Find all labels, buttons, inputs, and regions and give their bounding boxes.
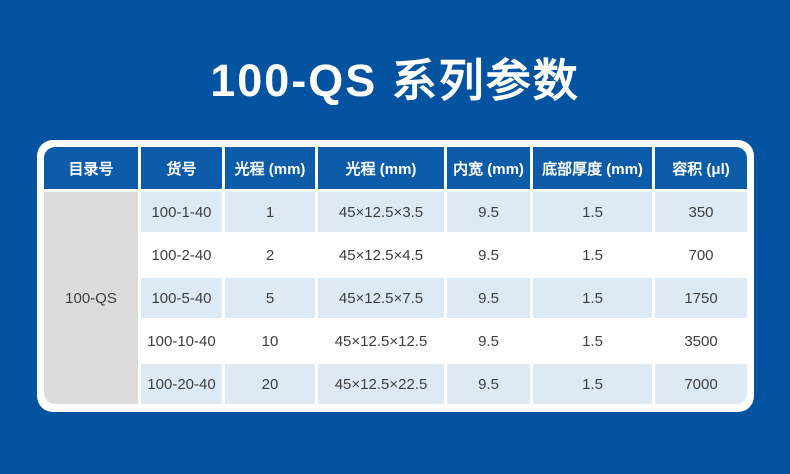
inner-width-cell: 9.5: [447, 321, 530, 361]
volume-cell: 1750: [655, 278, 747, 318]
col-header-inner-width: 内宽 (mm): [447, 147, 530, 189]
col-header-light-path: 光程 (mm): [225, 147, 315, 189]
light-path-cell: 1: [225, 192, 315, 232]
table-row: 100-10-40 10 45×12.5×12.5 9.5 1.5 3500: [44, 321, 747, 361]
col-header-sku: 货号: [141, 147, 222, 189]
col-header-catalog: 目录号: [44, 147, 138, 189]
volume-cell: 350: [655, 192, 747, 232]
bottom-thickness-cell: 1.5: [533, 192, 652, 232]
dimensions-cell: 45×12.5×4.5: [318, 235, 444, 275]
sku-cell: 100-20-40: [141, 364, 222, 404]
volume-cell: 3500: [655, 321, 747, 361]
spec-table: 目录号 货号 光程 (mm) 光程 (mm) 内宽 (mm) 底部厚度 (mm)…: [41, 144, 750, 407]
sku-cell: 100-2-40: [141, 235, 222, 275]
bottom-thickness-cell: 1.5: [533, 278, 652, 318]
light-path-cell: 2: [225, 235, 315, 275]
col-header-bottom-thickness: 底部厚度 (mm): [533, 147, 652, 189]
bottom-thickness-cell: 1.5: [533, 364, 652, 404]
catalog-cell: 100-QS: [44, 192, 138, 404]
light-path-cell: 20: [225, 364, 315, 404]
inner-width-cell: 9.5: [447, 364, 530, 404]
col-header-volume: 容积 (μl): [655, 147, 747, 189]
inner-width-cell: 9.5: [447, 192, 530, 232]
header-row: 目录号 货号 光程 (mm) 光程 (mm) 内宽 (mm) 底部厚度 (mm)…: [44, 147, 747, 189]
parameters-table: 目录号 货号 光程 (mm) 光程 (mm) 内宽 (mm) 底部厚度 (mm)…: [37, 140, 754, 412]
volume-cell: 700: [655, 235, 747, 275]
col-header-dimensions: 光程 (mm): [318, 147, 444, 189]
dimensions-cell: 45×12.5×3.5: [318, 192, 444, 232]
inner-width-cell: 9.5: [447, 278, 530, 318]
inner-width-cell: 9.5: [447, 235, 530, 275]
bottom-thickness-cell: 1.5: [533, 321, 652, 361]
light-path-cell: 10: [225, 321, 315, 361]
table-row: 100-2-40 2 45×12.5×4.5 9.5 1.5 700: [44, 235, 747, 275]
light-path-cell: 5: [225, 278, 315, 318]
dimensions-cell: 45×12.5×12.5: [318, 321, 444, 361]
table-row: 100-5-40 5 45×12.5×7.5 9.5 1.5 1750: [44, 278, 747, 318]
sku-cell: 100-1-40: [141, 192, 222, 232]
dimensions-cell: 45×12.5×7.5: [318, 278, 444, 318]
table-row: 100-20-40 20 45×12.5×22.5 9.5 1.5 7000: [44, 364, 747, 404]
sku-cell: 100-5-40: [141, 278, 222, 318]
volume-cell: 7000: [655, 364, 747, 404]
dimensions-cell: 45×12.5×22.5: [318, 364, 444, 404]
bottom-thickness-cell: 1.5: [533, 235, 652, 275]
sku-cell: 100-10-40: [141, 321, 222, 361]
page-title: 100-QS 系列参数: [210, 55, 580, 106]
table-row: 100-QS 100-1-40 1 45×12.5×3.5 9.5 1.5 35…: [44, 192, 747, 404]
